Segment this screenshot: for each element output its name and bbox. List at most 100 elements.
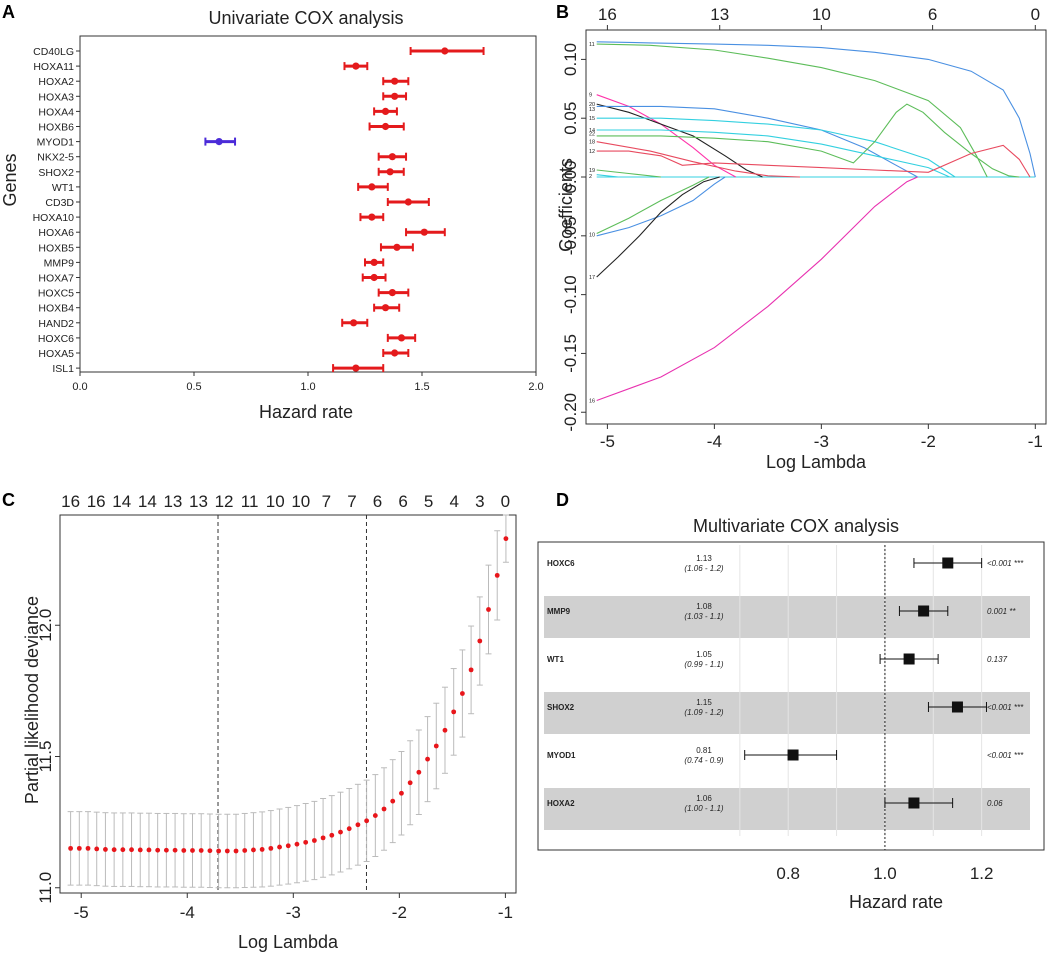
panel-c-point (364, 818, 370, 824)
panel-c-point (181, 848, 187, 853)
panel-c-point (320, 835, 326, 841)
panel-c-point (172, 847, 178, 853)
panel-a-gene-label: HAND2 (38, 318, 74, 330)
panel-c-point (198, 848, 204, 853)
panel-a-point (215, 138, 223, 146)
panel-c-point (259, 847, 265, 852)
panel-a-gene-label: HOXB5 (38, 242, 74, 254)
panel-c-top-tick-label: 10 (266, 492, 285, 511)
panel-a-gene-label: SHOX2 (38, 167, 74, 179)
panel-a-point (381, 122, 390, 131)
panel-d-hr-text: 1.13 (696, 554, 712, 563)
panel-c-xtick-label: -1 (498, 903, 513, 922)
panel-c-top-tick-label: 3 (475, 492, 484, 511)
panel-c-point (146, 847, 152, 853)
panel-c-top-tick-label: 6 (373, 492, 382, 511)
panel-b-line-label: 14 (589, 128, 595, 134)
panel-a-xtick-label: 2.0 (528, 381, 543, 393)
panel-b-xtick-label: -2 (921, 432, 936, 451)
panel-a-marks: 0.0 0.5 1.0 1.5 2.0 CD40LG HOXA11 HOXA2 HOXA3 HOX… (33, 46, 544, 393)
panel-b-xtick-label: -4 (707, 432, 722, 451)
panel-a-point (352, 62, 360, 70)
panel-d-row-label: MMP9 (547, 607, 571, 616)
panel-d-row-band (544, 692, 1030, 734)
panel-b-series-line (596, 169, 661, 178)
panel-c-point (399, 790, 404, 796)
panel-b-series-line (596, 117, 956, 178)
panel-b-ylabel: Coefficients (556, 158, 576, 252)
panel-a-point (388, 289, 396, 297)
panel-d-p-text: <0.001 *** (987, 751, 1024, 760)
panel-c-top-tick-label: 16 (87, 492, 106, 511)
panel-c-xtick-label: -2 (392, 903, 407, 922)
panel-d-ci-text: (1.03 - 1.1) (684, 612, 723, 621)
panel-a-gene-label: MMP9 (44, 257, 74, 269)
panel-c-point (103, 847, 108, 852)
panel-a-point (381, 107, 390, 115)
panel-a-point (397, 334, 406, 342)
panel-a-point (393, 243, 401, 251)
panel-d-p-text: 0.001 ** (987, 607, 1016, 616)
panel-b-ytick-label: -0.20 (561, 393, 580, 432)
panel-a-ylabel: Genes (0, 153, 20, 206)
panel-a-plot-frame (79, 35, 537, 373)
panel-c-point (155, 847, 161, 853)
panel-b-series-line (596, 176, 726, 237)
panel-b-line-label: 9 (589, 93, 592, 99)
panel-b-xtick-label: -1 (1028, 432, 1043, 451)
panel-d-plot-frame (537, 541, 1045, 851)
panel-c-point (76, 845, 82, 851)
panel-b-series-line (596, 176, 918, 402)
panel-d-multivariate-forest: Multivariate COX analysis Hazard rate HO… (537, 516, 1045, 912)
panel-label-d: D (556, 490, 569, 510)
panel-a-point (370, 273, 378, 282)
panel-d-row-label: WT1 (547, 655, 564, 664)
panel-b-series-line (596, 174, 619, 178)
panel-d-xtick-label: 0.8 (776, 864, 800, 883)
panel-a-point (441, 47, 449, 55)
panel-c-point (294, 841, 300, 847)
panel-c-ytick-label: 12.0 (36, 609, 55, 642)
panel-c-point (129, 847, 134, 853)
panel-d-row-label: HOXC6 (547, 559, 575, 568)
panel-label-c: C (2, 490, 15, 510)
panel-d-point (908, 797, 920, 809)
panel-b-ytick-label: 0.05 (561, 102, 580, 135)
panel-c-point (285, 843, 291, 849)
panel-d-p-text: 0.06 (987, 799, 1003, 808)
panel-d-ci-text: (1.06 - 1.2) (684, 564, 723, 573)
panel-c-point (338, 829, 343, 835)
panel-b-series-line (596, 144, 1031, 178)
panel-c-point (451, 709, 457, 715)
panel-c-top-tick-label: 7 (347, 492, 356, 511)
panel-a-xtick-label: 0.0 (72, 381, 87, 393)
panel-a-gene-label: HOXA7 (38, 273, 74, 285)
panel-b-line-label: 19 (589, 168, 595, 174)
panel-b-ytick-label: -0.15 (561, 334, 580, 373)
panel-c-point (277, 844, 282, 850)
panel-a-gene-label: ISL1 (52, 363, 74, 375)
panel-d-p-text: 0.137 (987, 655, 1008, 664)
panel-c-point (137, 847, 143, 853)
panel-d-ci-text: (1.09 - 1.2) (684, 708, 723, 717)
panel-c-xlabel: Log Lambda (238, 932, 339, 952)
panel-c-xtick-label: -5 (74, 903, 89, 922)
panel-c-top-tick-label: 4 (450, 492, 459, 511)
panel-c-point (216, 848, 222, 854)
panel-a-point (381, 304, 390, 312)
panel-c-point (251, 847, 256, 853)
panel-b-ytick-label: -0.05 (561, 216, 580, 255)
panel-c-top-tick-label: 5 (424, 492, 433, 511)
panel-d-hr-text: 1.08 (696, 602, 712, 611)
panel-d-row-label: MYOD1 (547, 751, 576, 760)
panel-b-line-label: 12 (589, 149, 595, 155)
panel-c-top-tick-label: 0 (501, 492, 510, 511)
panel-label-a: A (2, 2, 15, 22)
panel-a-gene-label: HOXB4 (38, 303, 74, 315)
panel-c-point (494, 572, 500, 578)
panel-a-point (391, 77, 399, 85)
panel-b-ytick-label: 0.10 (561, 43, 580, 76)
panel-b-top-tick-label: 6 (928, 5, 937, 24)
panel-b-line-label: 18 (589, 140, 595, 146)
panel-b-xtick-label: -3 (814, 432, 829, 451)
